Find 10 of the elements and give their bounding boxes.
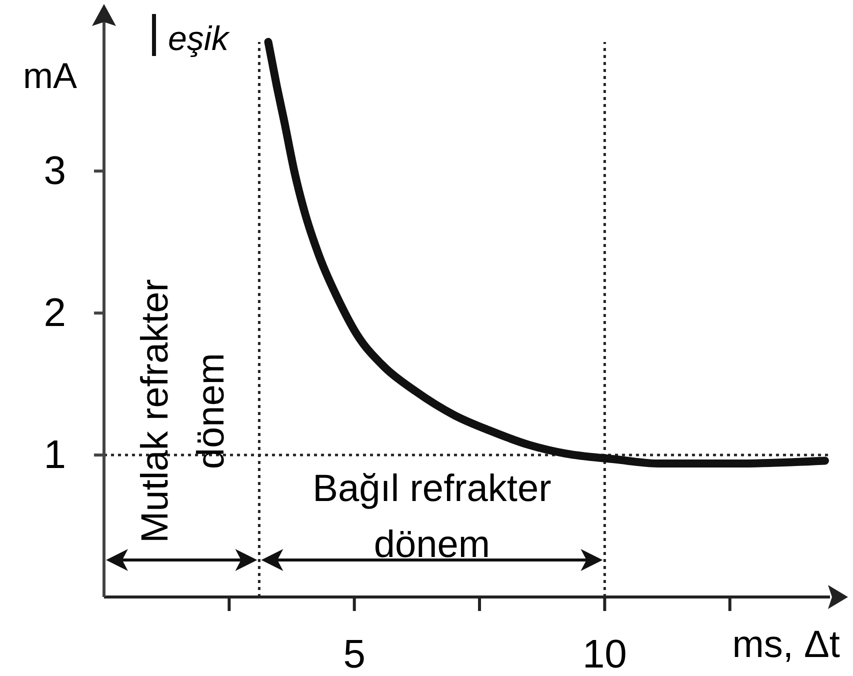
annotation: Bağıl refrakter dönem bbox=[312, 468, 552, 566]
annotation: Mutlak refrakter dönem bbox=[134, 278, 233, 544]
x-tick-label: 10 bbox=[582, 632, 627, 676]
x-tick-label: 5 bbox=[343, 632, 366, 676]
y-tick-label: 1 bbox=[44, 432, 66, 477]
annotation: eşik bbox=[168, 20, 230, 58]
y-tick-label: 2 bbox=[44, 290, 66, 335]
y-tick-label: 3 bbox=[44, 148, 66, 193]
y-axis-title: mA bbox=[23, 55, 77, 96]
x-axis-title: ms, Δt bbox=[732, 624, 840, 666]
